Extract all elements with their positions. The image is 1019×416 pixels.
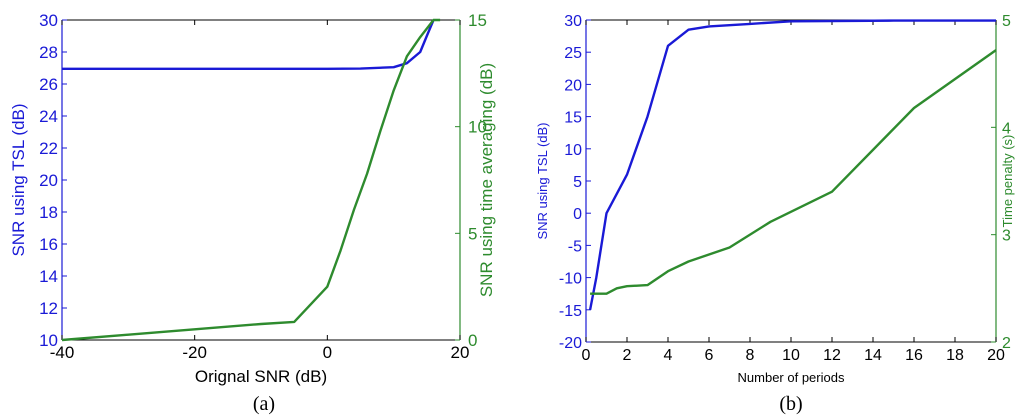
x-tick-label: 0 — [323, 343, 332, 362]
x-tick-label: 10 — [782, 347, 800, 364]
y-left-tick-label: 5 — [573, 174, 582, 191]
series-line-left-axis — [62, 19, 435, 71]
x-tick-label: 20 — [987, 347, 1005, 364]
x-tick-label: -40 — [50, 343, 75, 362]
series-line-left-axis — [588, 19, 996, 311]
y-left-tick-label: -20 — [559, 335, 582, 352]
y-left-tick-label: -15 — [559, 303, 582, 320]
y-right-tick-label: 15 — [468, 11, 487, 30]
y-right-axis-label: SNR using time averaging (dB) — [477, 63, 496, 297]
y-left-tick-label: 30 — [564, 13, 582, 30]
y-left-tick-label: 15 — [564, 110, 582, 127]
x-tick-label: 14 — [864, 347, 882, 364]
x-tick-label: 12 — [823, 347, 841, 364]
y-left-tick-label: 14 — [39, 267, 58, 286]
y-left-tick-label: 28 — [39, 43, 58, 62]
y-left-tick-label: 10 — [564, 142, 582, 159]
x-tick-label: -20 — [182, 343, 207, 362]
y-left-tick-label: 25 — [564, 45, 582, 62]
y-left-tick-label: 10 — [39, 331, 58, 350]
y-left-tick-label: -5 — [568, 238, 582, 255]
series-line-right-axis — [61, 18, 441, 342]
y-left-tick-label: -10 — [559, 271, 582, 288]
y-left-tick-label: 30 — [39, 11, 58, 30]
y-left-axis-label: SNR using TSL (dB) — [535, 122, 550, 239]
y-left-tick-label: 24 — [39, 107, 58, 126]
y-right-tick-label: 0 — [468, 331, 477, 350]
y-right-tick-label: 10 — [468, 118, 487, 137]
x-tick-label: 18 — [946, 347, 964, 364]
y-left-tick-label: 20 — [564, 77, 582, 94]
y-right-tick-label: 5 — [1002, 13, 1011, 30]
x-tick-label: 4 — [664, 347, 673, 364]
figure-caption: (b) — [779, 393, 802, 415]
y-right-tick-label: 3 — [1002, 228, 1011, 245]
y-right-tick-label: 4 — [1002, 120, 1011, 137]
chart-b: 0 2 4 6 8 10 12 14 16 18 20-20-15-10-5051015202530… — [535, 13, 1015, 415]
y-left-tick-label: 26 — [39, 75, 58, 94]
y-left-axis-label: SNR using TSL (dB) — [9, 103, 28, 256]
x-axis-label: Number of periods — [738, 370, 845, 385]
x-tick-label: 16 — [905, 347, 923, 364]
y-right-axis-label: Time penalty (s) — [1000, 135, 1015, 228]
y-left-tick-label: 12 — [39, 299, 58, 318]
x-tick-label: 6 — [705, 347, 714, 364]
x-tick-label: 8 — [746, 347, 755, 364]
x-tick-label: 2 — [623, 347, 632, 364]
x-tick-label: 0 — [582, 347, 591, 364]
y-left-tick-label: 20 — [39, 171, 58, 190]
y-right-tick-label: 5 — [468, 224, 477, 243]
series-line-right-axis — [590, 49, 997, 295]
chart-a: -40 -20 0 201012141618202224262830051015Ori… — [9, 11, 496, 415]
y-left-tick-label: 16 — [39, 235, 58, 254]
x-tick-label: 20 — [451, 343, 470, 362]
y-left-tick-label: 0 — [573, 206, 582, 223]
y-right-tick-label: 2 — [1002, 335, 1011, 352]
y-left-tick-label: 22 — [39, 139, 58, 158]
figure-caption: (a) — [253, 393, 275, 415]
x-axis-label: Orignal SNR (dB) — [195, 367, 327, 386]
y-left-tick-label: 18 — [39, 203, 58, 222]
